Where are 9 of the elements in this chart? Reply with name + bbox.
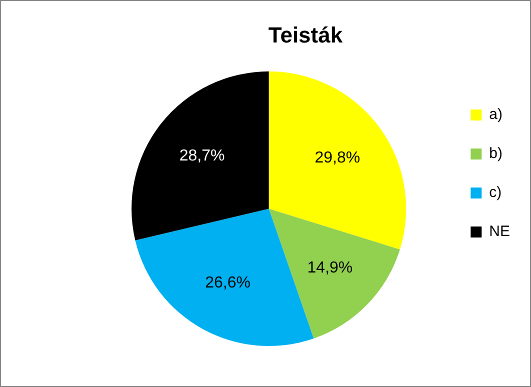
- chart-title: Teisták: [268, 22, 344, 48]
- data-label: 29,8%: [314, 150, 360, 167]
- data-label: 28,7%: [179, 147, 225, 164]
- legend-label: NE: [489, 223, 510, 240]
- legend-label: b): [489, 145, 503, 162]
- legend-label: a): [489, 106, 503, 124]
- data-label: 26,6%: [205, 274, 251, 292]
- data-label: 14,9%: [307, 259, 353, 276]
- legend-label: c): [489, 184, 502, 202]
